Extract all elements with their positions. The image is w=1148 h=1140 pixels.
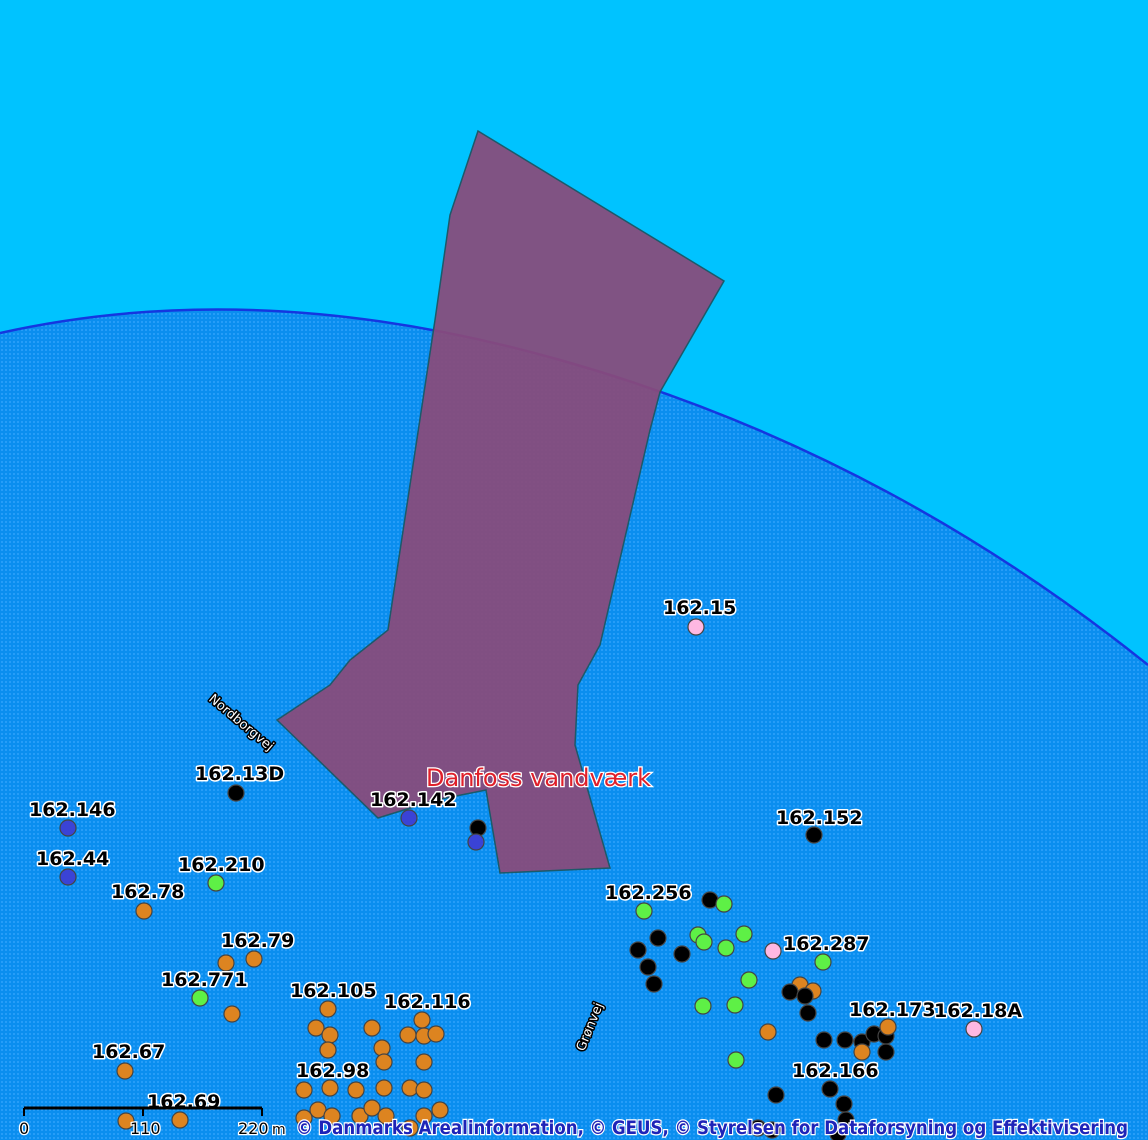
well-label: 162.105 <box>290 980 377 1002</box>
well-label: 162.173 <box>849 999 936 1021</box>
well-labels: 162.15 162.13D 162.142 162.146 162.152 1… <box>28 596 1024 1115</box>
scale-tick: 110 <box>130 1119 161 1138</box>
scale-tick: 0 <box>19 1119 29 1138</box>
well-label: 162.15 <box>663 597 736 619</box>
map-attribution: © Danmarks Arealinformation, © GEUS, © S… <box>296 1117 1128 1139</box>
scale-unit: m <box>272 1122 286 1138</box>
well-label: 162.116 <box>384 991 471 1013</box>
well-label: 162.146 <box>29 799 116 821</box>
well-label: 162.18A <box>934 1000 1022 1022</box>
well-label: 162.67 <box>92 1041 165 1063</box>
well-label: 162.256 <box>605 882 692 904</box>
well-label: 162.78 <box>111 881 184 903</box>
scale-bar: 0 110 220 m <box>18 1106 287 1139</box>
well-points[interactable] <box>59 618 983 1140</box>
waterworks-label: Danfoss vandværk <box>426 764 651 792</box>
scale-tick: 220 <box>238 1119 269 1138</box>
well-label: 162.98 <box>296 1060 369 1082</box>
well-label: 162.44 <box>36 848 109 870</box>
well-label: 162.166 <box>792 1060 879 1082</box>
well-label: 162.287 <box>783 933 870 955</box>
well-label: 162.142 <box>370 789 457 811</box>
well-label: 162.771 <box>161 969 248 991</box>
well-label: 162.79 <box>221 930 294 952</box>
well-label: 162.69 <box>147 1091 220 1113</box>
well-label: 162.13D <box>195 763 284 785</box>
waterworks-area[interactable] <box>275 129 726 874</box>
well-label: 162.152 <box>776 807 863 829</box>
well-label: 162.210 <box>178 854 265 876</box>
